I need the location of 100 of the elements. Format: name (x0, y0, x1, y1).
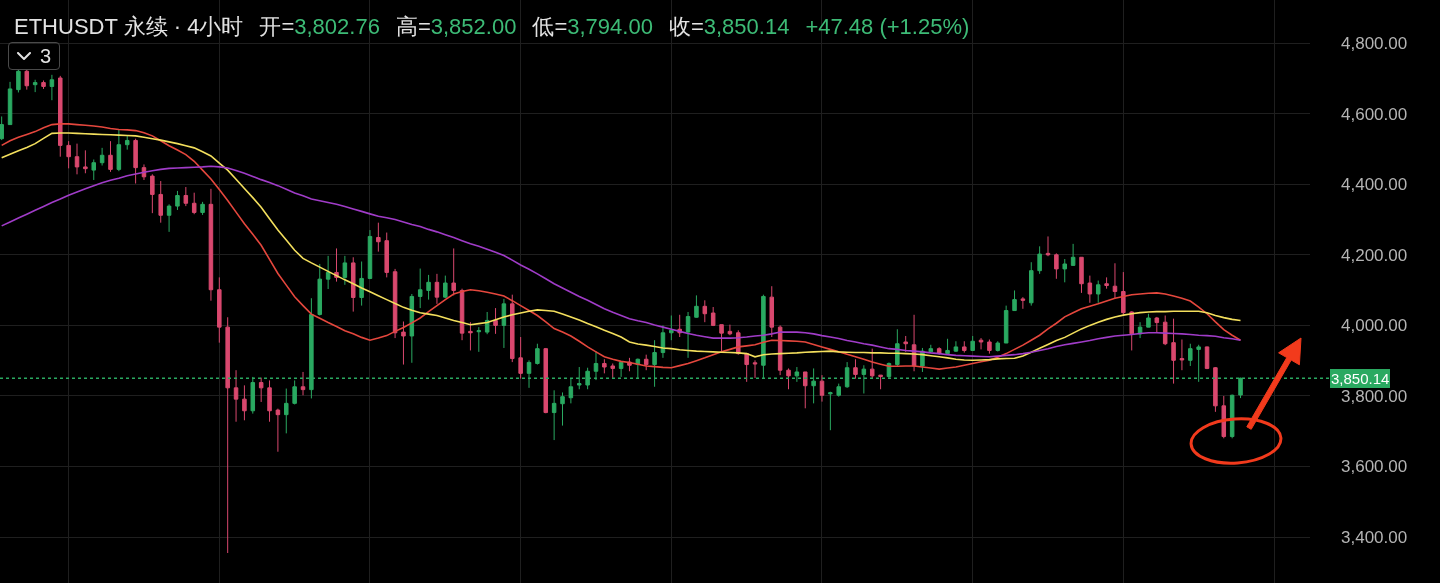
candlestick (384, 232, 389, 278)
candlestick (1229, 394, 1235, 439)
candlestick (685, 311, 691, 359)
candlestick (510, 294, 515, 363)
candlestick (108, 140, 113, 173)
candlestick (443, 275, 448, 299)
candlestick (970, 335, 975, 351)
candlestick (828, 391, 833, 431)
candlestick (962, 340, 967, 354)
candlestick (1012, 289, 1017, 312)
candlestick (32, 79, 38, 93)
candlestick (1112, 262, 1118, 300)
candlestick (694, 294, 699, 319)
candlestick (660, 324, 666, 359)
candlestick (258, 377, 264, 403)
y-tick-label: 4,400.00 (1341, 175, 1408, 195)
candlestick (727, 324, 733, 336)
candlestick (560, 391, 565, 427)
line-series (0, 165, 1242, 358)
candlestick (317, 263, 323, 316)
candlestick (535, 343, 540, 366)
candlestick (233, 369, 239, 423)
candlestick (434, 273, 440, 305)
candlestick (752, 359, 758, 379)
annotation: +47.48 (+1.25%) (805, 14, 970, 40)
candlestick (802, 371, 808, 409)
candlestick (1020, 296, 1026, 310)
candlestick (1070, 243, 1076, 267)
y-tick-label: 4,200.00 (1341, 245, 1408, 265)
candlestick (275, 408, 281, 453)
annotation: 低=3,794.00 (532, 14, 653, 39)
candlestick (1037, 245, 1042, 275)
candlestick (376, 222, 381, 253)
candlestick (426, 274, 431, 301)
candlestick (1188, 343, 1193, 367)
candlestick (953, 340, 959, 353)
candlestick (0, 115, 4, 141)
candlestick (367, 229, 373, 280)
candlestick (702, 299, 708, 323)
candlestick (158, 180, 163, 224)
candlestick (409, 293, 415, 364)
candlestick (669, 315, 674, 341)
candlestick (1171, 318, 1176, 385)
candlestick (1179, 339, 1185, 371)
candlestick (83, 149, 88, 174)
candlestick (1079, 256, 1084, 294)
y-tick-label: 3,800.00 (1341, 386, 1408, 406)
candlestick (300, 371, 306, 396)
text: ETHUSDT 永续 · 4小时 (14, 13, 244, 41)
candlestick (49, 74, 55, 101)
candlestick (836, 383, 841, 398)
candlestick (200, 201, 205, 216)
candlestick (41, 79, 46, 90)
candlestick (1162, 315, 1168, 346)
candlestick (66, 140, 71, 169)
ref-line-label: 3,850.14 (1331, 370, 1390, 387)
candlestick (451, 247, 456, 296)
annotation: 收=3,850.14 (668, 14, 790, 39)
candlestick (7, 81, 13, 126)
candlestick (58, 75, 63, 158)
candlestick (225, 316, 230, 554)
candlestick (350, 256, 356, 313)
candlestick (16, 69, 21, 93)
candlestick (518, 336, 523, 380)
candlestick (175, 190, 180, 211)
annotation: 3 (40, 44, 52, 68)
candlestick (643, 354, 649, 371)
dropdown-button: 3 (8, 42, 61, 70)
candlestick (1062, 258, 1067, 283)
candlestick (242, 384, 247, 421)
candlestick (1146, 313, 1151, 328)
candlestick (1095, 280, 1101, 304)
candlestick (166, 203, 172, 233)
y-tick-label: 4,600.00 (1341, 104, 1408, 124)
candlestick (1045, 235, 1051, 257)
candlestick (786, 367, 791, 390)
candlestick (501, 298, 507, 349)
candlestick (719, 324, 724, 352)
candlestick (1087, 275, 1093, 304)
y-tick-label: 4,000.00 (1341, 316, 1408, 336)
candlestick (150, 173, 155, 214)
candlestick (903, 335, 908, 353)
candlestick (359, 261, 364, 307)
candlestick (819, 374, 825, 403)
candlestick (1129, 310, 1134, 351)
candlestick (945, 338, 950, 355)
candlestick (769, 285, 775, 338)
candlestick (24, 69, 30, 91)
candlestick (1003, 305, 1009, 344)
candlestick (602, 358, 607, 374)
y-tick-label: 4,800.00 (1341, 34, 1408, 53)
candlestick (392, 268, 398, 339)
candlestick (116, 129, 122, 172)
y-tick-label: 3,600.00 (1341, 457, 1408, 477)
candlestick (183, 186, 189, 207)
candlestick (995, 340, 1001, 352)
candlestick (284, 388, 289, 434)
candlestick (99, 147, 105, 167)
candlestick (1029, 261, 1034, 307)
y-tick-label: 3,400.00 (1341, 528, 1408, 548)
